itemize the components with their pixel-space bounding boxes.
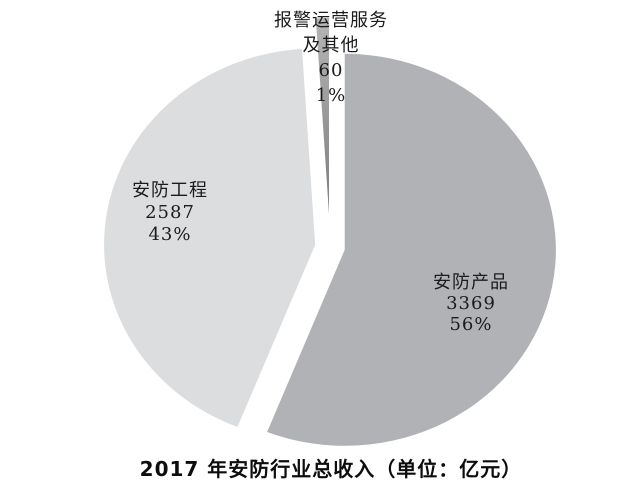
- slice-value: 3369: [446, 293, 496, 314]
- slice-label-security-engineering: 安防工程 2587 43%: [132, 180, 208, 246]
- slice-label-security-products: 安防产品 3369 56%: [433, 272, 509, 335]
- slice-value: 2587: [145, 202, 195, 223]
- slice-alarm-services-other: [315, 18, 329, 214]
- slice-security-products: [267, 53, 556, 446]
- slice-percent: 1%: [315, 85, 347, 106]
- chart-title: 2017 年安防行业总收入（单位：亿元）: [139, 457, 523, 481]
- slice-name: 安防产品: [433, 272, 509, 293]
- slice-name-line2: 及其他: [302, 35, 360, 56]
- slice-name: 安防工程: [132, 180, 208, 201]
- slice-percent: 43%: [148, 224, 192, 245]
- slice-label-alarm-services-other: 报警运营服务 及其他 60 1%: [274, 8, 388, 108]
- slice-security-engineering: [104, 49, 316, 427]
- slice-percent: 56%: [449, 314, 493, 335]
- slice-name-line1: 报警运营服务: [274, 10, 388, 31]
- slice-value: 60: [318, 60, 344, 81]
